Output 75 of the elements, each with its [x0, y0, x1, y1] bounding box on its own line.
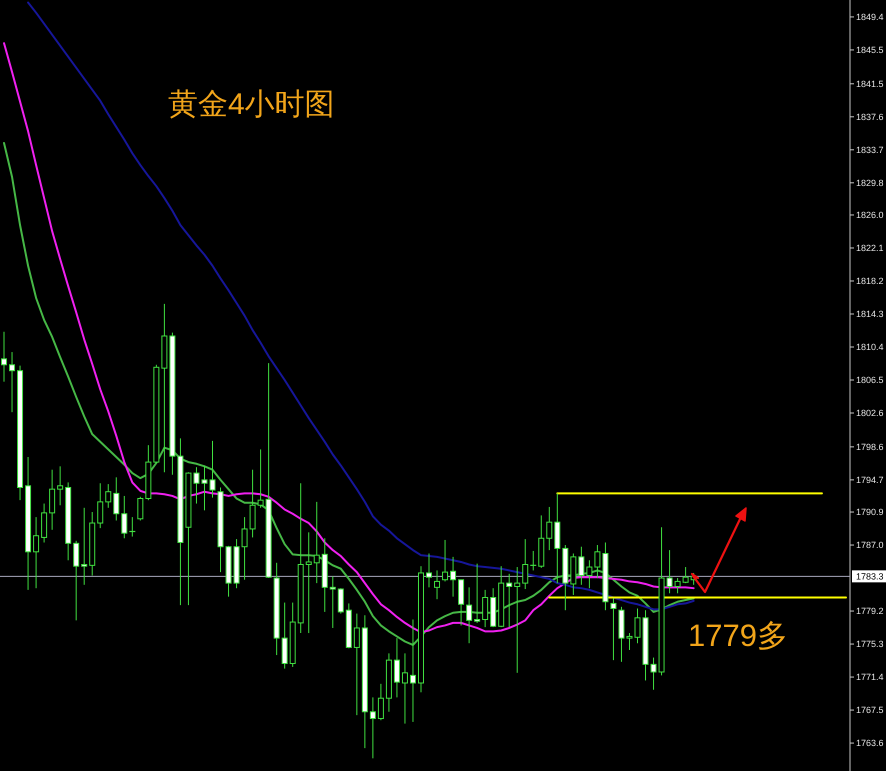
y-tick-label: 1806.5 — [856, 375, 884, 385]
candlestick — [113, 476, 120, 521]
candlestick — [370, 696, 376, 759]
candlestick — [594, 544, 600, 579]
candlestick — [49, 469, 56, 530]
candlestick — [105, 484, 112, 508]
candlestick — [650, 657, 657, 690]
candlestick — [57, 466, 64, 506]
candlestick — [466, 586, 472, 644]
ref-line-label: 1783.3 — [856, 571, 884, 582]
candlestick — [201, 464, 208, 511]
candlestick — [626, 632, 632, 650]
y-tick-label: 1810.4 — [856, 342, 884, 352]
candlestick — [578, 546, 584, 586]
y-tick-label: 1767.5 — [856, 705, 884, 716]
candlestick — [1, 331, 8, 382]
y-tick-label: 1798.6 — [856, 442, 884, 452]
candlestick — [250, 469, 256, 538]
text: 黄金4小时图 — [168, 88, 335, 121]
y-tick-label: 1818.2 — [856, 276, 884, 286]
y-tick-label: 1841.5 — [856, 78, 884, 89]
candlestick — [682, 566, 689, 584]
candlestick — [506, 573, 512, 628]
y-tick-label: 1845.5 — [856, 44, 884, 55]
candlestick — [546, 506, 552, 551]
candlestick — [610, 598, 616, 661]
y-tick-label: 1814.3 — [856, 308, 884, 319]
y-tick-label: 1779.2 — [856, 606, 884, 616]
candlestick — [634, 608, 640, 644]
candlestick — [674, 578, 681, 594]
candlestick — [9, 352, 16, 413]
annotation: 1779多 — [688, 618, 788, 653]
y-tick-label: 1771.4 — [856, 672, 884, 682]
candlestick — [81, 507, 88, 586]
y-tick-label: 1829.8 — [856, 178, 884, 188]
y-tick-label: 1775.3 — [856, 639, 884, 650]
y-tick-label: 1790.9 — [856, 507, 884, 518]
candlestick — [210, 440, 216, 498]
y-tick-label: 1849.4 — [856, 12, 884, 22]
candlestick — [514, 566, 520, 674]
candlestick — [330, 576, 336, 628]
candlestick — [314, 501, 320, 584]
candlestick — [442, 539, 448, 582]
candlestick — [354, 613, 360, 716]
candlestick — [394, 638, 400, 698]
candlestick — [121, 495, 128, 539]
y-tick-label: 1826.0 — [856, 210, 884, 220]
candlestick — [522, 538, 528, 590]
candlestick — [378, 683, 384, 721]
candlestick — [482, 589, 488, 628]
candlestick — [474, 563, 480, 624]
candlestick — [530, 550, 537, 571]
y-tick-label: 1794.7 — [856, 474, 884, 485]
candlestick — [137, 496, 144, 521]
y-tick-label: 1822.1 — [856, 242, 884, 253]
y-tick-label: 1763.6 — [856, 738, 884, 748]
candlestick — [426, 552, 432, 588]
candlestick — [73, 540, 80, 621]
candlestick — [193, 466, 200, 504]
y-tick-label: 1837.6 — [856, 112, 884, 122]
candlestick — [338, 588, 344, 614]
candlestick — [402, 652, 408, 724]
y-tick-label: 1802.6 — [856, 408, 884, 418]
candlestick — [258, 448, 264, 508]
candlestick — [450, 556, 456, 598]
candlestick — [410, 619, 416, 722]
y-tick-label: 1787.0 — [856, 540, 884, 550]
y-tick-label: 1833.7 — [856, 144, 884, 155]
candlestick — [242, 516, 248, 580]
candlestick — [97, 482, 104, 529]
candlestick — [666, 550, 673, 594]
candlestick — [434, 570, 440, 600]
candlestick — [33, 516, 40, 589]
candlestick — [306, 532, 312, 634]
candlestick — [586, 560, 592, 589]
